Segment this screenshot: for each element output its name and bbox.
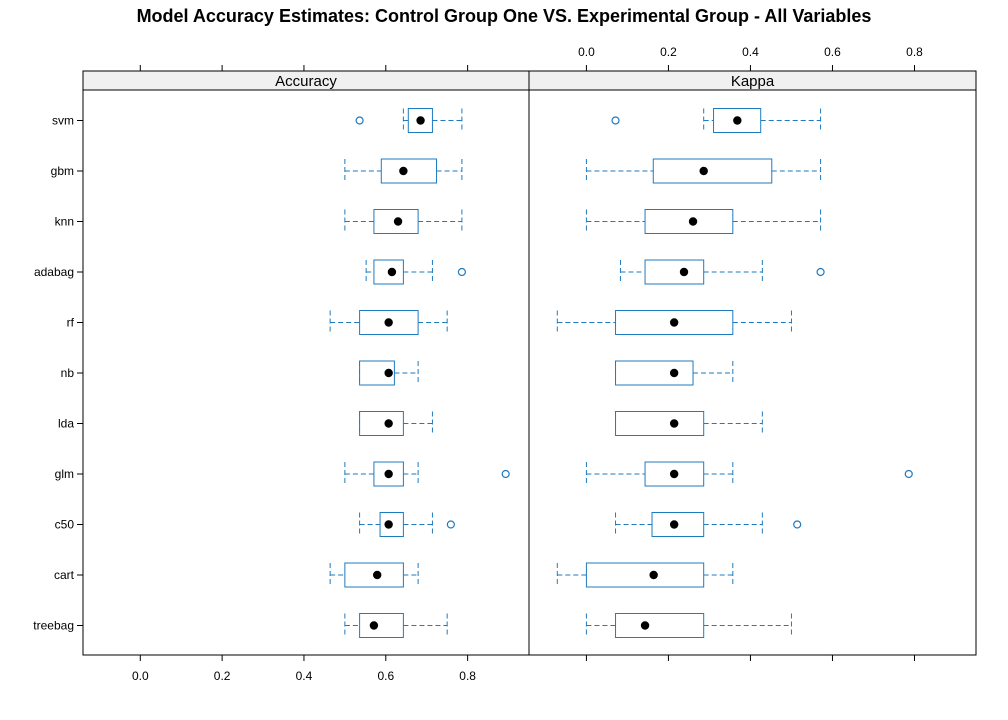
kappa-cart-median — [649, 570, 658, 580]
accuracy-panel-frame — [82, 89, 530, 656]
category-label-lda: lda — [58, 417, 74, 431]
kappa-adabag-outlier-0 — [816, 267, 825, 277]
kappa-xtick-label-2: 0.4 — [742, 45, 759, 59]
accuracy-c50-median — [384, 520, 393, 529]
kappa-c50-outlier-0 — [793, 520, 802, 529]
kappa-gbm-median — [699, 166, 708, 176]
kappa-lda-box — [615, 411, 705, 436]
kappa-panel-frame — [528, 89, 977, 656]
kappa-treebag-box — [615, 613, 705, 638]
category-label-rf: rf — [67, 316, 75, 330]
accuracy-gbm-median — [399, 166, 408, 176]
kappa-strip-label: Kappa — [731, 73, 775, 90]
accuracy-c50-outlier-0 — [446, 520, 455, 529]
kappa-glm-outlier-0 — [904, 469, 913, 479]
accuracy-lda-box — [359, 411, 404, 436]
kappa-svm-outlier-0 — [611, 116, 620, 125]
kappa-adabag-median — [679, 267, 689, 277]
category-label-glm: glm — [55, 467, 74, 481]
kappa-gbm-box — [652, 158, 773, 184]
category-label-treebag: treebag — [33, 619, 74, 633]
accuracy-svm-outlier-0 — [355, 116, 364, 125]
accuracy-xtick-label-3: 0.6 — [377, 669, 394, 683]
accuracy-glm-outlier-0 — [501, 469, 510, 479]
kappa-adabag-box — [644, 259, 705, 285]
kappa-treebag-median — [640, 621, 650, 630]
kappa-lda-median — [669, 419, 679, 428]
accuracy-cart-median — [372, 570, 382, 580]
accuracy-adabag-median — [387, 267, 397, 277]
category-label-c50: c50 — [55, 518, 75, 532]
kappa-xtick-label-3: 0.6 — [824, 45, 841, 59]
category-label-nb: nb — [61, 366, 75, 380]
accuracy-rf-median — [384, 318, 393, 327]
accuracy-glm-median — [384, 469, 393, 479]
category-label-adabag: adabag — [34, 265, 74, 279]
accuracy-xtick-label-4: 0.8 — [459, 669, 476, 683]
kappa-glm-median — [669, 469, 679, 479]
kappa-rf-median — [669, 318, 679, 327]
category-label-cart: cart — [54, 568, 75, 582]
accuracy-xtick-label-0: 0.0 — [132, 669, 149, 683]
kappa-xtick-label-0: 0.0 — [578, 45, 595, 59]
accuracy-knn-median — [393, 217, 403, 226]
kappa-c50-median — [669, 520, 679, 529]
accuracy-adabag-outlier-0 — [457, 267, 466, 277]
kappa-xtick-label-1: 0.2 — [660, 45, 677, 59]
kappa-nb-median — [669, 368, 679, 378]
accuracy-strip-label: Accuracy — [275, 73, 337, 90]
accuracy-xtick-label-1: 0.2 — [214, 669, 231, 683]
category-label-svm: svm — [52, 114, 74, 128]
accuracy-xtick-label-2: 0.4 — [296, 669, 313, 683]
category-label-knn: knn — [55, 215, 74, 229]
kappa-svm-median — [733, 116, 742, 125]
plot-layer: svm gbm knn adabag rf nb lda glm c50 cart treebag A… — [33, 45, 977, 683]
kappa-xtick-label-4: 0.8 — [906, 45, 923, 59]
category-label-gbm: gbm — [51, 164, 74, 178]
kappa-cart-box — [585, 562, 705, 588]
chart-title: Model Accuracy Estimates: Control Group … — [137, 6, 872, 26]
accuracy-svm-median — [416, 116, 425, 125]
kappa-knn-median — [688, 217, 698, 226]
accuracy-treebag-median — [369, 621, 379, 630]
accuracy-nb-median — [384, 368, 393, 378]
accuracy-gbm-box — [380, 158, 438, 184]
accuracy-lda-median — [384, 419, 393, 428]
kappa-nb-box — [615, 360, 694, 386]
accuracy-treebag-box — [359, 613, 404, 638]
